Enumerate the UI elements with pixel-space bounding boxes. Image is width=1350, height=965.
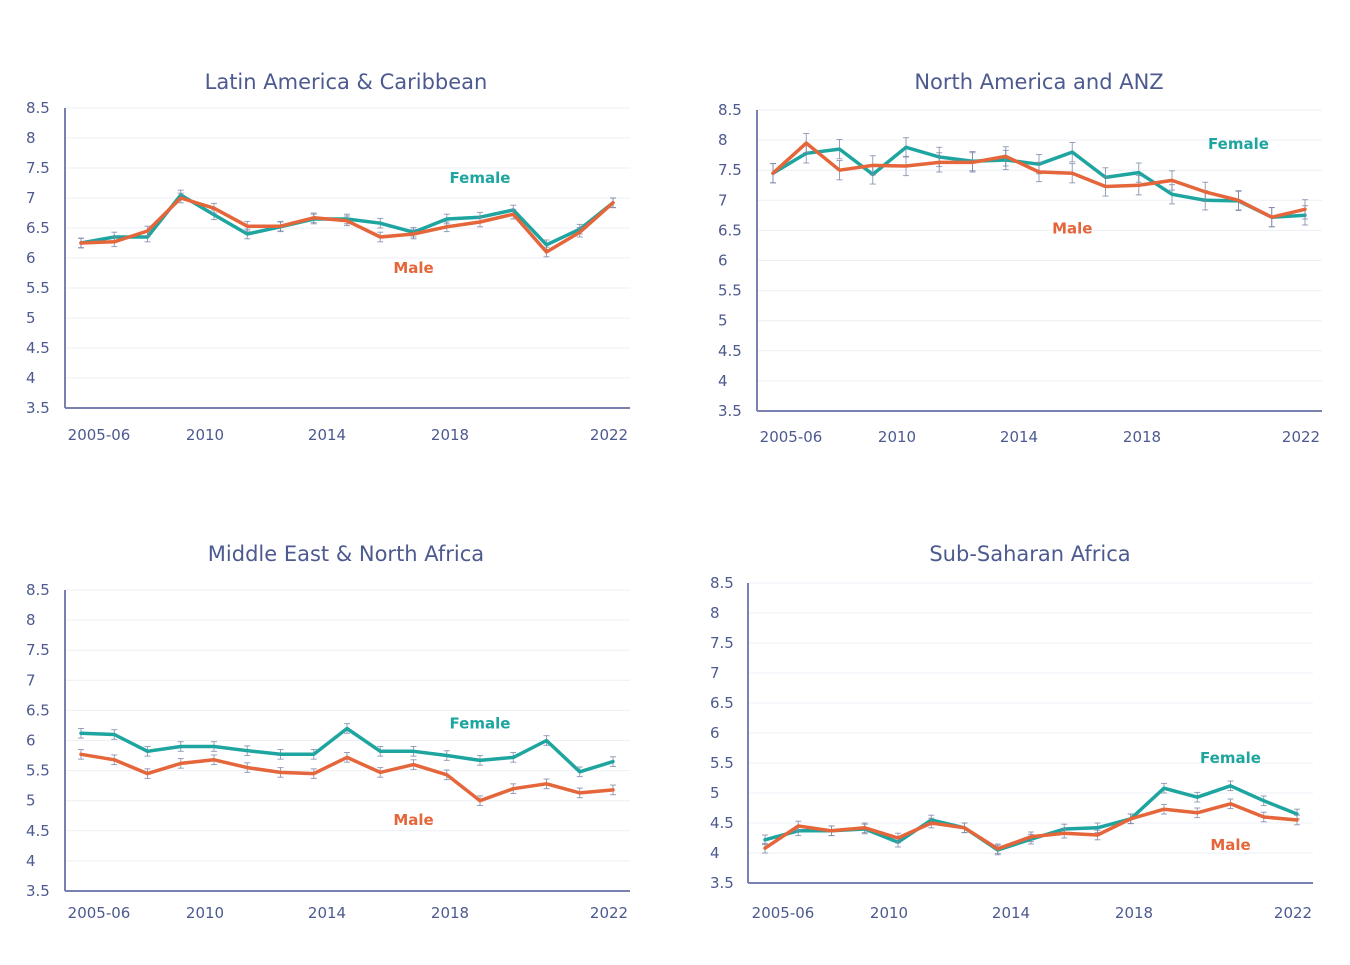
series-label-female: Female [1200, 749, 1261, 767]
y-tick-label: 8.5 [718, 101, 742, 119]
y-tick-label: 7 [26, 189, 36, 207]
y-tick-label: 5.5 [26, 279, 50, 297]
y-tick-label: 8.5 [710, 574, 734, 592]
y-tick-label: 6.5 [26, 219, 50, 237]
y-tick-label: 7 [710, 664, 720, 682]
y-tick-label: 6.5 [718, 221, 742, 239]
y-tick-label: 3.5 [26, 399, 50, 417]
y-tick-label: 7.5 [710, 634, 734, 652]
y-tick-label: 7 [718, 191, 728, 209]
y-tick-label: 4 [26, 369, 36, 387]
x-tick-label: 2014 [992, 904, 1030, 922]
chart-title: Middle East & North Africa [208, 542, 484, 566]
x-tick-label: 2022 [590, 904, 628, 922]
y-tick-label: 5.5 [26, 762, 50, 780]
y-tick-label: 8 [718, 131, 728, 149]
x-tick-label: 2014 [1000, 428, 1038, 446]
x-tick-label: 2010 [870, 904, 908, 922]
x-tick-label: 2018 [431, 426, 469, 444]
chart-sub-saharan-africa: Sub-Saharan Africa 8.5 8 7.5 7 6.5 6 5.5 5 4.5 4 3.… [675, 480, 1350, 960]
y-tick-label: 5 [710, 784, 720, 802]
chart-svg: Latin America & Caribbean 8.5 8 7.5 7 6.5 6 5.5… [0, 0, 675, 480]
series-label-female: Female [450, 169, 511, 187]
y-tick-label: 3.5 [718, 402, 742, 420]
y-tick-label: 4.5 [718, 342, 742, 360]
y-tick-label: 8 [26, 611, 36, 629]
x-tick-label: 2022 [1274, 904, 1312, 922]
series-label-male: Male [1210, 836, 1250, 854]
y-tick-label: 3.5 [710, 874, 734, 892]
chart-title: Latin America & Caribbean [205, 70, 488, 94]
y-tick-label: 6.5 [710, 694, 734, 712]
y-tick-label: 5 [26, 309, 36, 327]
y-tick-label: 4.5 [710, 814, 734, 832]
x-tick-label: 2010 [878, 428, 916, 446]
y-tick-label: 8 [710, 604, 720, 622]
y-tick-label: 4 [710, 844, 720, 862]
chart-svg: Middle East & North Africa 8.5 8 7.5 7 6.5 6 5.… [0, 480, 675, 960]
x-tick-label: 2018 [1115, 904, 1153, 922]
y-tick-label: 5.5 [718, 282, 742, 300]
y-tick-label: 8.5 [26, 581, 50, 599]
chart-north-america-anz: North America and ANZ 8.5 8 7.5 7 6.5 6 5.5 5 4.5… [675, 0, 1350, 480]
chart-title: Sub-Saharan Africa [929, 542, 1130, 566]
y-tick-label: 4.5 [26, 339, 50, 357]
x-tick-label: 2005-06 [68, 426, 131, 444]
y-tick-label: 5.5 [710, 754, 734, 772]
y-tick-label: 4.5 [26, 822, 50, 840]
x-tick-label: 2005-06 [760, 428, 823, 446]
x-tick-label: 2005-06 [68, 904, 131, 922]
x-tick-label: 2022 [590, 426, 628, 444]
chart-latin-america: Latin America & Caribbean 8.5 8 7.5 7 6.5 6 5.5… [0, 0, 675, 480]
x-tick-label: 2010 [186, 426, 224, 444]
y-tick-label: 7.5 [26, 641, 50, 659]
y-tick-label: 5 [718, 312, 728, 330]
y-tick-label: 6 [26, 732, 36, 750]
y-tick-label: 8.5 [26, 99, 50, 117]
y-tick-label: 4 [718, 372, 728, 390]
chart-middle-east-north-africa: Middle East & North Africa 8.5 8 7.5 7 6.5 6 5.… [0, 480, 675, 960]
x-tick-label: 2010 [186, 904, 224, 922]
series-label-male: Male [393, 811, 433, 829]
x-tick-label: 2014 [308, 904, 346, 922]
series-label-male: Male [1052, 219, 1092, 237]
x-tick-label: 2018 [1123, 428, 1161, 446]
y-tick-label: 4 [26, 852, 36, 870]
chart-title: North America and ANZ [914, 70, 1163, 94]
x-tick-label: 2014 [308, 426, 346, 444]
y-tick-label: 6 [26, 249, 36, 267]
y-tick-label: 6 [710, 724, 720, 742]
y-tick-label: 3.5 [26, 882, 50, 900]
x-tick-label: 2018 [431, 904, 469, 922]
y-tick-label: 6 [718, 252, 728, 270]
series-label-female: Female [450, 714, 511, 732]
y-tick-label: 7.5 [718, 161, 742, 179]
series-male [78, 750, 616, 806]
y-tick-label: 5 [26, 792, 36, 810]
x-tick-label: 2022 [1282, 428, 1320, 446]
y-tick-label: 6.5 [26, 701, 50, 719]
chart-svg: North America and ANZ 8.5 8 7.5 7 6.5 6 5.5 5 4.5… [675, 0, 1350, 480]
series-line-female [81, 729, 613, 772]
y-tick-label: 8 [26, 129, 36, 147]
y-tick-label: 7 [26, 671, 36, 689]
x-tick-label: 2005-06 [752, 904, 815, 922]
y-tick-label: 7.5 [26, 159, 50, 177]
series-label-female: Female [1208, 135, 1269, 153]
chart-svg: Sub-Saharan Africa 8.5 8 7.5 7 6.5 6 5.5 5 4.5 4 3.… [675, 480, 1350, 960]
series-label-male: Male [393, 259, 433, 277]
